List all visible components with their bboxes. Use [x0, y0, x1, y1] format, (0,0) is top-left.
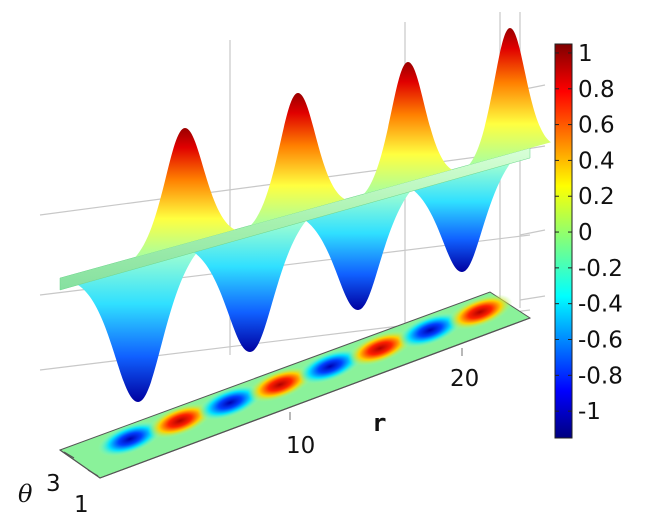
surface-peak-4 — [469, 28, 551, 165]
surface-mesh — [59, 28, 551, 402]
x-axis-label: r — [372, 409, 386, 437]
floor-edge — [59, 317, 531, 479]
y-axis-label: θ — [18, 480, 33, 508]
x-tick-label: 10 — [286, 433, 315, 459]
x-tick-label: 20 — [450, 366, 479, 392]
projection-spot-negative — [297, 348, 363, 384]
projection-spot-negative — [397, 312, 463, 348]
axes: 10 20 r θ 3 1 — [18, 348, 479, 518]
colorbar-gradient — [554, 43, 573, 439]
colorbar-tick-label: 1 — [578, 41, 593, 67]
projection-spot-positive — [147, 403, 213, 439]
surface-trough-3 — [306, 191, 410, 310]
colorbar-tick-label: 0.2 — [578, 184, 615, 210]
colorbar-tick-label: -0.8 — [578, 363, 623, 389]
surface-trough-4 — [414, 163, 510, 272]
colorbar-tick-label: 0 — [578, 220, 593, 246]
surface-peak-2 — [251, 93, 345, 226]
projection-spots — [97, 294, 513, 457]
surface-peak-3 — [364, 62, 452, 194]
colorbar-tick-label: 0.8 — [578, 77, 615, 103]
colorbar-tick-label: -0.4 — [578, 292, 623, 318]
colorbar-tick-label: -1 — [578, 399, 601, 425]
projection-spot-negative — [197, 385, 263, 421]
colorbar-tick-label: 0.6 — [578, 113, 615, 139]
colorbar-ticks: 1 0.8 0.6 0.4 0.2 0 -0.2 -0.4 -0.6 -0.8 -1 — [555, 41, 623, 425]
surface-band — [59, 147, 531, 291]
colorbar-tick-label: -0.6 — [578, 328, 623, 354]
colorbar-tick-label: -0.2 — [578, 256, 623, 282]
grid-line — [519, 229, 546, 236]
surface-peak-1 — [135, 128, 235, 258]
projection-spot-negative — [97, 421, 163, 457]
grid-line — [519, 295, 546, 301]
projection-spot-positive — [247, 367, 313, 403]
surface-trough-1 — [78, 251, 198, 402]
colorbar: 1 0.8 0.6 0.4 0.2 0 -0.2 -0.4 -0.6 -0.8 -1 — [554, 41, 623, 439]
surface-trough-2 — [194, 220, 306, 352]
y-tick-label: 3 — [46, 471, 61, 497]
projection-spot-positive — [347, 330, 413, 366]
projection-spot-positive — [447, 294, 513, 330]
y-tick-label: 1 — [74, 492, 89, 518]
colorbar-tick-label: 0.4 — [578, 148, 615, 174]
projection-plane — [58, 291, 532, 479]
theta-tick — [87, 469, 99, 477]
theta-tick — [63, 451, 75, 459]
